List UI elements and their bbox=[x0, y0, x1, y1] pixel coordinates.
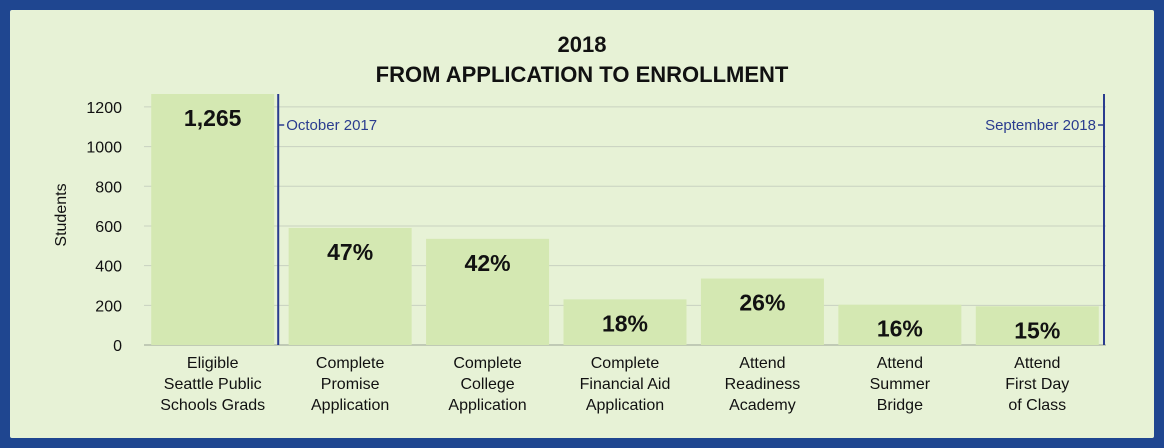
y-tick-label: 600 bbox=[95, 219, 122, 236]
bar-value-label: 42% bbox=[465, 250, 511, 276]
category-label: Readiness bbox=[725, 376, 801, 393]
category-label: Schools Grads bbox=[160, 397, 265, 414]
category-labels: Eligible Seattle Public Schools Grads Compl… bbox=[160, 355, 1069, 414]
y-tick-label: 200 bbox=[95, 298, 122, 315]
category-label: Attend bbox=[877, 355, 923, 372]
category-label: Bridge bbox=[877, 397, 923, 414]
category-label: of Class bbox=[1008, 397, 1066, 414]
category-label: Seattle Public bbox=[164, 376, 262, 393]
category-label: Application bbox=[311, 397, 389, 414]
y-axis-label: Students bbox=[53, 183, 70, 246]
bar bbox=[838, 304, 962, 345]
chart-title-line-2: FROM APPLICATION TO ENROLLMENT bbox=[376, 62, 789, 87]
category-label: Summer bbox=[870, 376, 931, 393]
bar-chart: 2018 FROM APPLICATION TO ENROLLMENT 0 200… bbox=[53, 32, 1106, 414]
category-label: Application bbox=[448, 397, 526, 414]
bar-value-label: 15% bbox=[1014, 317, 1060, 343]
chart-title: 2018 FROM APPLICATION TO ENROLLMENT bbox=[376, 32, 789, 87]
category-label: Complete bbox=[316, 355, 385, 372]
y-axis: 0 200 400 600 800 1000 1200 bbox=[86, 100, 122, 355]
date-marker-label: September 2018 bbox=[985, 117, 1096, 134]
category-label: Academy bbox=[729, 397, 796, 414]
bar bbox=[151, 94, 275, 345]
bar bbox=[426, 238, 550, 345]
category-label: College bbox=[460, 376, 514, 393]
bars: 1,265 47% 42% 18% 26% 16% 15% bbox=[151, 94, 1099, 345]
y-tick-label: 0 bbox=[113, 338, 122, 355]
bar bbox=[288, 227, 412, 345]
bar-value-label: 1,265 bbox=[184, 105, 242, 131]
category-label: Promise bbox=[321, 376, 380, 393]
date-marker-label: October 2017 bbox=[286, 117, 377, 134]
category-label: Attend bbox=[1014, 355, 1060, 372]
bar-value-label: 26% bbox=[739, 290, 785, 316]
bar bbox=[563, 299, 687, 345]
category-label: Application bbox=[586, 397, 664, 414]
category-label: Complete bbox=[453, 355, 522, 372]
bar-value-label: 47% bbox=[327, 239, 373, 265]
bar-value-label: 16% bbox=[877, 316, 923, 342]
bar bbox=[700, 278, 824, 345]
category-label: Eligible bbox=[187, 355, 239, 372]
y-tick-label: 1000 bbox=[86, 140, 122, 157]
y-tick-label: 1200 bbox=[86, 100, 122, 117]
category-label: Financial Aid bbox=[580, 376, 671, 393]
chart-panel: 2018 FROM APPLICATION TO ENROLLMENT 0 200… bbox=[10, 10, 1154, 438]
y-tick-label: 400 bbox=[95, 259, 122, 276]
category-label: First Day bbox=[1005, 376, 1069, 393]
category-label: Complete bbox=[591, 355, 660, 372]
y-tick-label: 800 bbox=[95, 179, 122, 196]
date-markers: October 2017 September 2018 bbox=[277, 94, 1105, 345]
bar bbox=[975, 306, 1099, 345]
chart-title-line-1: 2018 bbox=[558, 32, 607, 57]
bar-value-label: 18% bbox=[602, 310, 648, 336]
category-label: Attend bbox=[739, 355, 785, 372]
